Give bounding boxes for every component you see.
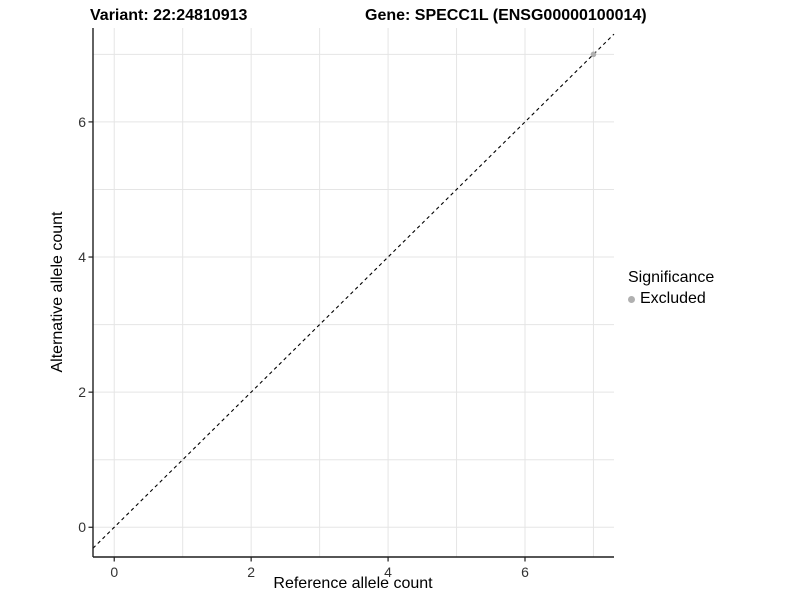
plot-area-svg: [88, 28, 615, 562]
plot-panel: [88, 28, 615, 562]
legend-item-label: Excluded: [640, 290, 706, 307]
x-tick-label-2: 2: [247, 564, 256, 580]
legend-item-excluded: Excluded: [628, 290, 714, 308]
y-tick-label-0: 0: [78, 519, 86, 536]
x-axis-title: Reference allele count: [273, 575, 433, 592]
title-gene: Gene: SPECC1L (ENSG00000100014): [365, 7, 647, 24]
y-tick-label-2: 2: [78, 384, 86, 401]
data-point: [590, 51, 597, 58]
legend: Significance Excluded: [628, 269, 714, 308]
x-tick-label-0: 0: [110, 564, 119, 580]
identity-line: [92, 33, 615, 549]
legend-point-icon: [628, 295, 635, 303]
title-variant: Variant: 22:24810913: [90, 7, 248, 24]
y-tick-label-4: 4: [78, 249, 86, 266]
x-tick-label-4: 4: [384, 564, 392, 580]
y-axis-title: Alternative allele count: [49, 211, 66, 373]
x-tick-label-6: 6: [521, 564, 529, 580]
y-tick-label-6: 6: [78, 113, 86, 130]
legend-title: Significance: [628, 269, 715, 286]
